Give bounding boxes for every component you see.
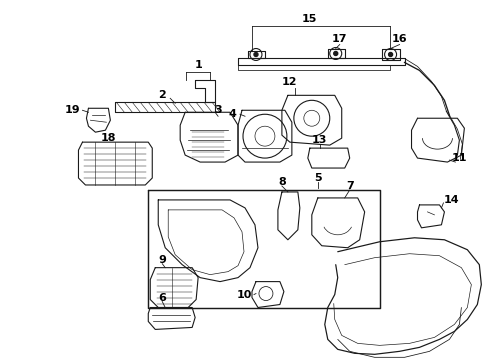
Text: 9: 9 [158, 255, 166, 265]
Circle shape [334, 51, 338, 55]
Text: 3: 3 [214, 105, 222, 115]
Text: 13: 13 [312, 135, 327, 145]
Text: 10: 10 [236, 289, 252, 300]
Text: 19: 19 [65, 105, 80, 115]
Text: 17: 17 [332, 33, 347, 44]
Text: 12: 12 [282, 77, 297, 87]
Circle shape [254, 53, 258, 57]
Text: 15: 15 [302, 14, 318, 24]
Text: 18: 18 [100, 133, 116, 143]
Text: 4: 4 [228, 109, 236, 119]
Text: 6: 6 [158, 293, 166, 302]
Text: 7: 7 [346, 181, 354, 191]
Text: 11: 11 [452, 153, 467, 163]
Text: 2: 2 [158, 90, 166, 100]
Text: 8: 8 [278, 177, 286, 187]
Text: 14: 14 [443, 195, 459, 205]
Text: 5: 5 [314, 173, 321, 183]
Circle shape [389, 53, 392, 57]
Text: 1: 1 [194, 60, 202, 71]
Text: 16: 16 [392, 33, 407, 44]
